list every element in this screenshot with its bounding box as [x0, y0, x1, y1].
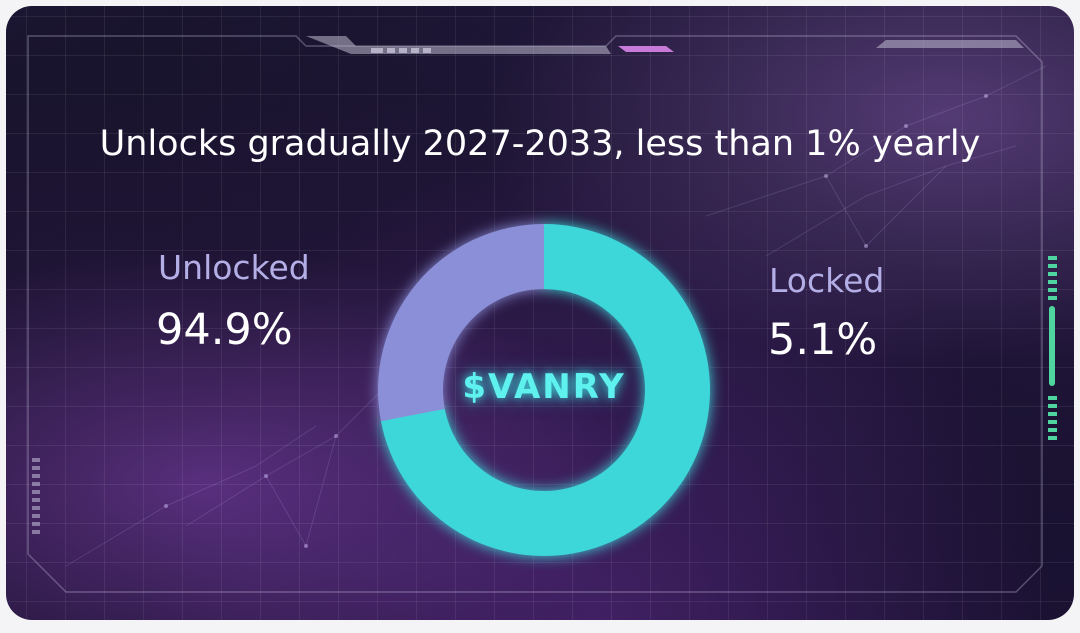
donut-slice-unlocked	[380, 224, 710, 556]
unlocked-value: 94.9%	[156, 305, 293, 355]
token-unlock-card: Unlocks gradually 2027-2033, less than 1…	[6, 6, 1074, 620]
unlocked-label: Unlocked	[158, 248, 310, 287]
locked-value: 5.1%	[768, 315, 878, 365]
donut-slice-locked	[378, 224, 544, 422]
donut-chart: $VANRY	[364, 210, 724, 570]
donut-svg	[378, 224, 710, 556]
chart-title: Unlocks gradually 2027-2033, less than 1…	[99, 124, 981, 164]
hud-frame-decoration	[27, 35, 1057, 593]
locked-label: Locked	[769, 261, 885, 300]
token-center-label: $VANRY	[462, 367, 626, 407]
